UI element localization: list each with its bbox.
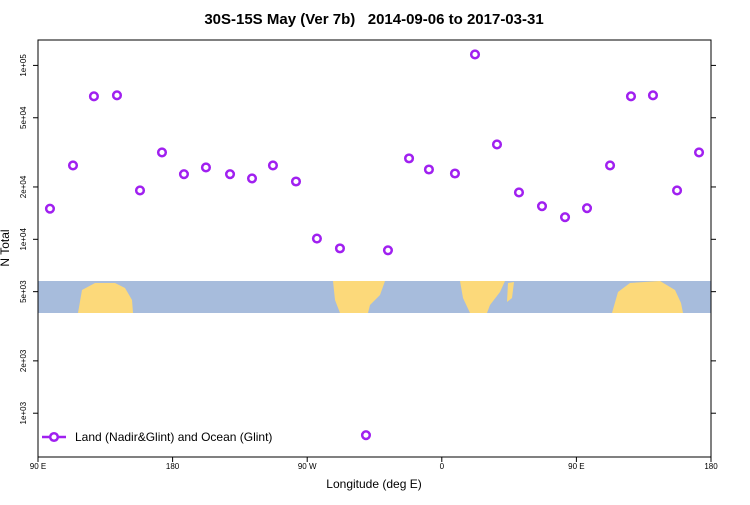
y-tick-label: 2e+04: [19, 175, 28, 198]
y-tick-label: 5e+04: [19, 106, 28, 129]
point: [581, 203, 593, 214]
y-axis-label: N Total: [0, 229, 12, 266]
point: [360, 430, 372, 441]
point: [605, 160, 616, 171]
y-tick-label: 2e+03: [19, 349, 28, 372]
point: [491, 139, 503, 150]
point: [200, 162, 212, 173]
x-axis-label: Longitude (deg E): [326, 477, 421, 491]
point: [178, 169, 190, 180]
point: [267, 160, 279, 171]
point: [625, 91, 637, 102]
point: [513, 187, 525, 198]
point: [334, 243, 346, 254]
legend-label: Land (Nadir&Glint) and Ocean (Glint): [75, 430, 272, 444]
point: [403, 153, 415, 164]
x-tick-label: 90 E: [568, 462, 584, 471]
y-tick-label: 5e+03: [19, 280, 28, 303]
point: [382, 245, 394, 256]
x-tick-label: 180: [704, 462, 718, 471]
point: [647, 90, 659, 101]
point: [693, 147, 705, 158]
point: [423, 164, 434, 175]
legend-marker: [48, 431, 60, 443]
x-tick-label: 0: [440, 462, 445, 471]
x-tick-label: 180: [166, 462, 180, 471]
y-tick-label: 1e+03: [19, 401, 28, 424]
point: [672, 185, 683, 196]
point: [290, 176, 302, 187]
point: [246, 173, 258, 184]
y-tick-label: 1e+05: [19, 54, 28, 77]
point: [559, 212, 571, 223]
chart-title: 30S-15S May (Ver 7b) 2014-09-06 to 2017-…: [204, 11, 543, 28]
point: [44, 203, 56, 214]
point: [111, 90, 123, 101]
point: [67, 160, 79, 171]
point: [536, 201, 548, 212]
plot-frame: [37, 39, 712, 458]
y-tick-label: 1e+04: [19, 228, 28, 251]
map-band: [38, 281, 711, 313]
point: [449, 168, 461, 179]
point: [134, 185, 146, 196]
point: [156, 147, 168, 158]
point: [469, 49, 481, 60]
point: [311, 233, 322, 244]
point: [88, 91, 99, 102]
x-tick-label: 90 W: [298, 462, 317, 471]
x-tick-label: 90 E: [30, 462, 46, 471]
point: [224, 169, 236, 180]
